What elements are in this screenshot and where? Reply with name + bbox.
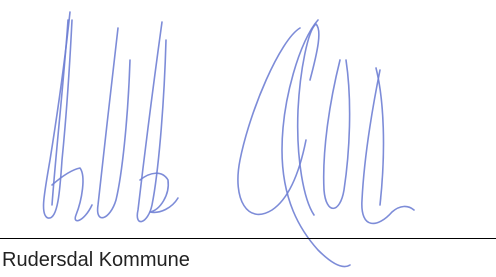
signature-stroke — [140, 173, 178, 212]
signature-stroke — [324, 60, 350, 208]
signature-stroke — [44, 12, 72, 218]
signature-area — [0, 0, 496, 277]
signature-stroke — [238, 28, 306, 214]
signature — [44, 12, 414, 267]
page: Rudersdal Kommune (() => { const data = … — [0, 0, 496, 277]
signature-stroke — [137, 22, 166, 222]
signature-stroke — [52, 168, 92, 221]
signature-stroke — [362, 70, 414, 223]
signature-stroke — [98, 28, 130, 218]
organization-name: Rudersdal Kommune — [2, 248, 190, 272]
